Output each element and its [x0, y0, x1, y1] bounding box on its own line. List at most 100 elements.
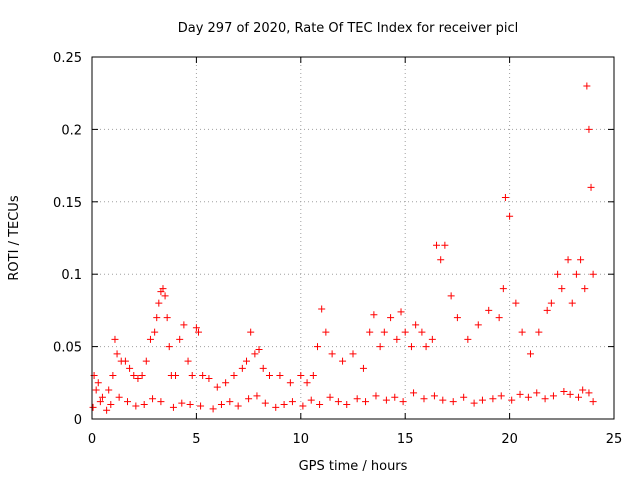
data-point	[253, 392, 261, 400]
data-point	[94, 379, 102, 387]
data-point	[447, 292, 455, 300]
data-point	[217, 401, 225, 409]
data-point	[533, 389, 541, 397]
data-point	[541, 395, 549, 403]
data-point	[437, 256, 445, 264]
data-point	[587, 183, 595, 191]
data-point	[123, 398, 131, 406]
data-point	[397, 308, 405, 316]
data-point	[366, 328, 374, 336]
data-point	[326, 393, 334, 401]
data-point	[299, 402, 307, 410]
data-point	[230, 372, 238, 380]
data-point	[286, 379, 294, 387]
plot-frame	[91, 56, 615, 420]
data-point	[535, 328, 543, 336]
data-point	[568, 299, 576, 307]
data-point	[103, 406, 111, 414]
data-point	[495, 314, 503, 322]
data-point	[176, 335, 184, 343]
data-point	[585, 389, 593, 397]
data-point	[428, 335, 436, 343]
data-point	[391, 393, 399, 401]
data-point	[412, 321, 420, 329]
data-point	[213, 383, 221, 391]
y-tick-label: 0.1	[61, 268, 82, 283]
x-tick-label: 25	[606, 432, 623, 447]
data-point	[126, 364, 134, 372]
data-point	[441, 241, 449, 249]
data-point	[146, 335, 154, 343]
data-point	[194, 328, 202, 336]
data-point	[501, 193, 509, 201]
data-point	[572, 270, 580, 278]
data-point	[140, 401, 148, 409]
data-point	[192, 324, 200, 332]
data-point	[247, 328, 255, 336]
data-point	[96, 398, 104, 406]
data-point	[376, 343, 384, 351]
data-point	[130, 372, 138, 380]
data-point	[226, 398, 234, 406]
data-point	[265, 372, 273, 380]
data-point	[370, 311, 378, 319]
data-point	[318, 305, 326, 313]
data-point	[524, 393, 532, 401]
data-point	[382, 396, 390, 404]
grid-lines	[92, 57, 614, 419]
y-tick-label: 0.05	[53, 341, 82, 356]
data-point	[449, 398, 457, 406]
data-point	[464, 335, 472, 343]
data-point	[583, 82, 591, 90]
data-point	[199, 372, 207, 380]
data-point	[422, 343, 430, 351]
data-point	[558, 285, 566, 293]
data-point	[506, 212, 514, 220]
data-point	[508, 396, 516, 404]
data-point	[188, 372, 196, 380]
data-point	[516, 390, 524, 398]
data-point	[169, 403, 177, 411]
data-point	[564, 256, 572, 264]
x-tick-label: 15	[397, 432, 414, 447]
chart-title: Day 297 of 2020, Rate Of TEC Index for r…	[178, 21, 519, 36]
data-point	[245, 395, 253, 403]
data-point	[485, 306, 493, 314]
data-point	[98, 393, 106, 401]
data-points	[89, 82, 597, 414]
data-point	[380, 328, 388, 336]
data-point	[107, 401, 115, 409]
data-point	[180, 321, 188, 329]
data-point	[142, 357, 150, 365]
data-point	[526, 350, 534, 358]
data-point	[105, 386, 113, 394]
data-point	[322, 328, 330, 336]
data-point	[157, 398, 165, 406]
data-point	[186, 401, 194, 409]
data-point	[314, 343, 322, 351]
x-tick-label: 0	[88, 432, 96, 447]
y-tick-label: 0	[74, 413, 82, 428]
data-point	[280, 401, 288, 409]
x-axis-label: GPS time / hours	[299, 459, 408, 474]
data-point	[178, 399, 186, 407]
axis-ticks: 0 5 10 15 20 25 0 0.05 0.1 0.15 0.2 0.25	[53, 51, 622, 447]
data-point	[155, 299, 163, 307]
data-point	[303, 379, 311, 387]
data-point	[518, 328, 526, 336]
data-point	[172, 372, 180, 380]
data-point	[121, 357, 129, 365]
data-point	[512, 299, 520, 307]
data-point	[109, 372, 117, 380]
data-point	[581, 285, 589, 293]
data-point	[589, 398, 597, 406]
data-point	[470, 399, 478, 407]
data-point	[439, 396, 447, 404]
y-tick-label: 0.2	[61, 123, 82, 138]
data-point	[251, 350, 259, 358]
data-point	[497, 392, 505, 400]
data-point	[362, 398, 370, 406]
data-point	[89, 403, 97, 411]
data-point	[401, 328, 409, 336]
